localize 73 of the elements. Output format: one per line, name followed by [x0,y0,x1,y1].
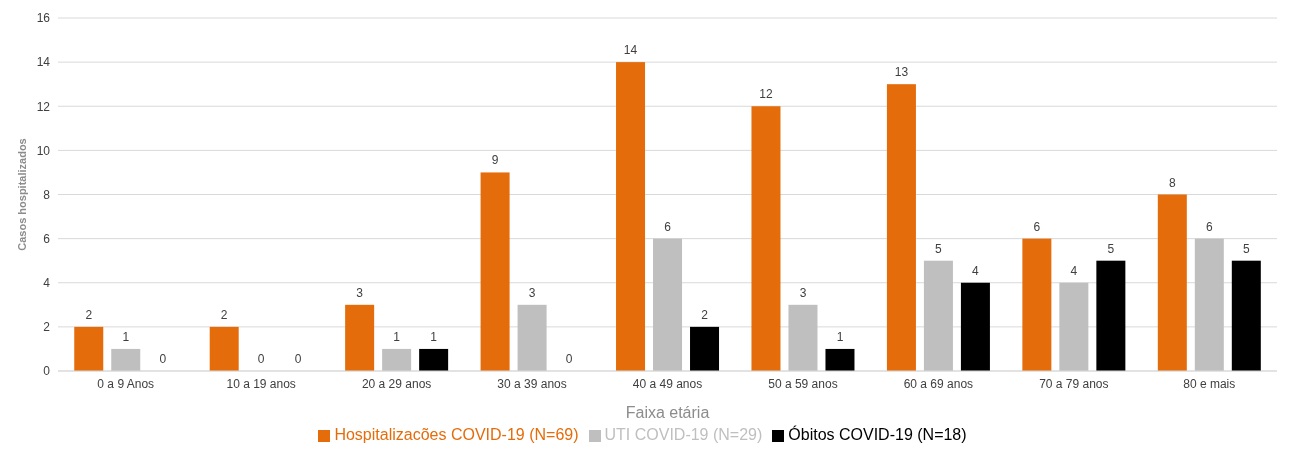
y-tick-label: 0 [43,364,51,379]
bar [690,326,720,371]
bar [960,282,990,371]
data-label: 0 [159,352,167,366]
data-label: 1 [393,329,401,344]
data-label: 4 [1070,263,1078,278]
data-label: 6 [1205,219,1213,234]
y-tick-label: 12 [36,99,51,114]
data-label: 9 [491,153,499,168]
bar [1096,260,1126,371]
data-label: 3 [356,285,364,300]
x-tick-label: 20 a 29 anos [361,376,432,391]
data-label: 8 [1168,175,1176,190]
x-tick-label: 60 a 69 anos [903,376,974,391]
data-label: 0 [565,352,573,366]
x-tick-label: 70 a 79 anos [1039,376,1109,391]
bar [345,304,375,371]
bar [1059,282,1089,371]
x-tick-label: 0 a 9 Anos [97,376,155,391]
x-tick-label: 10 a 19 anos [226,376,296,391]
bar [788,304,818,371]
bar [1022,238,1052,371]
data-label: 5 [935,241,943,256]
bar [751,106,781,371]
y-tick-label: 10 [36,143,51,158]
bar [825,348,855,371]
bar [653,238,683,371]
y-tick-label: 14 [36,55,51,70]
x-tick-label: 50 a 59 anos [768,376,838,391]
data-label: 1 [122,329,130,344]
bar [1157,194,1187,371]
data-label: 4 [972,263,980,278]
legend-label: Óbitos COVID-19 (N=18) [788,426,967,443]
bar [886,84,916,371]
bar [382,348,412,371]
bar [111,348,141,371]
y-tick-label: 2 [43,320,51,335]
legend-label: UTI COVID-19 (N=29) [604,426,763,443]
y-tick-label: 16 [36,11,51,26]
bar [517,304,547,371]
data-label: 2 [85,307,93,322]
x-tick-label: 80 e mais [1183,376,1236,391]
data-label: 6 [1033,219,1041,234]
data-label: 5 [1242,241,1250,256]
bar [209,326,239,371]
legend-label: Hospitalizacões COVID-19 (N=69) [334,426,579,443]
bar [923,260,953,371]
data-label: 2 [701,307,709,322]
x-axis-title: Faixa etária [625,404,710,421]
bar [74,326,104,371]
x-tick-label: 30 a 39 anos [497,376,567,391]
x-tick-label: 40 a 49 anos [632,376,703,391]
data-label: 14 [623,43,638,58]
data-label: 13 [894,65,909,80]
bar [1194,238,1224,371]
data-label: 12 [759,87,773,102]
data-label: 5 [1107,241,1115,256]
bar [1231,260,1261,371]
bar [419,348,449,371]
data-label: 3 [799,285,807,300]
data-label: 2 [220,307,228,322]
data-label: 1 [836,329,844,344]
y-axis-title: Casos hospitalizados [15,138,28,251]
y-tick-label: 4 [43,276,51,291]
y-tick-label: 6 [43,231,51,246]
data-label: 0 [257,352,265,366]
data-label: 1 [430,329,438,344]
data-label: 6 [664,219,672,234]
data-label: 0 [294,352,302,366]
bar [480,172,510,371]
y-tick-label: 8 [43,187,51,202]
data-label: 3 [528,285,536,300]
bar [616,62,646,371]
